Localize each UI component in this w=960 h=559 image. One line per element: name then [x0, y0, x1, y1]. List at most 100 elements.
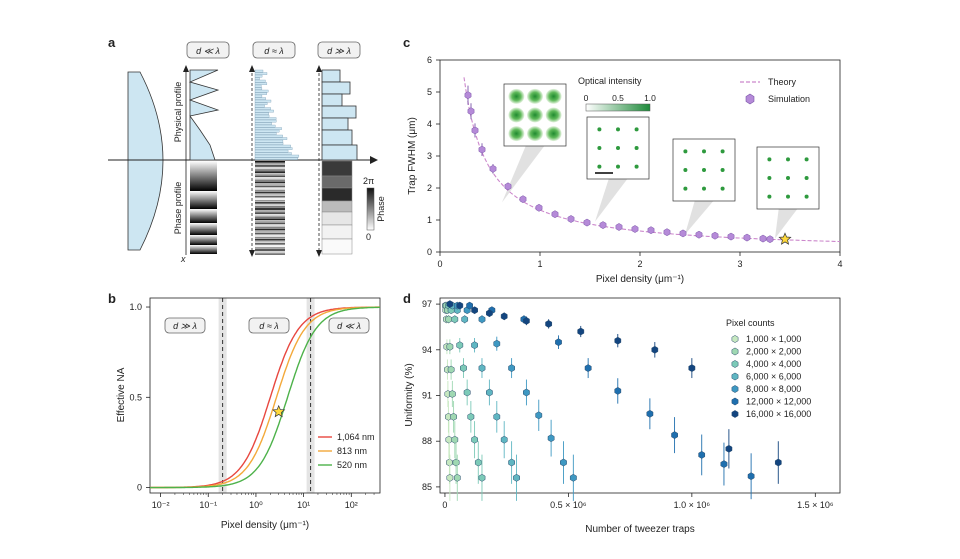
panel-d-point [513, 473, 520, 482]
panel-d-point [577, 327, 585, 336]
panel-d-point [461, 315, 469, 324]
panel-c-insets [502, 83, 820, 239]
panel-d-legend-label: 6,000 × 6,000 [746, 372, 801, 382]
panel-d-point [671, 431, 678, 439]
panel-c-inset-spot [597, 127, 602, 132]
panel-c-inset-spot [634, 146, 639, 150]
panel-d-point [535, 411, 543, 420]
panel-c-inset-spot [720, 149, 725, 154]
column-2-bar [254, 77, 260, 80]
panel-a: d ≪ λ d ≈ λ d ≫ λ Physical profile Phase… [108, 41, 386, 264]
panel-c-xtick-label: 1 [537, 259, 542, 269]
column-2-bar [254, 87, 263, 90]
panel-c-inset-spot [683, 186, 688, 191]
column-2-phase-band [255, 249, 285, 251]
panel-c-inset-spot [804, 157, 809, 162]
column-2-bar [254, 144, 291, 148]
panel-c-simulation-point [695, 230, 703, 239]
x-axis-arrow [370, 156, 378, 164]
panel-c-xtick-label: 2 [637, 259, 642, 269]
panel-b-regime-band [306, 298, 315, 493]
panel-c-simulation-point [759, 234, 767, 243]
panel-c-inset-spot [545, 107, 562, 123]
panel-d-point [523, 388, 530, 397]
panel-c-inset-spot [616, 164, 620, 169]
column-2-bar [254, 117, 277, 120]
column-2-phase-band [255, 245, 285, 247]
panel-label-a: a [108, 35, 116, 50]
regime-box-3: d ≫ λ [317, 41, 361, 59]
column-2-bar [254, 142, 284, 145]
phase-colorbar [366, 187, 375, 231]
panel-c-inset-spot [616, 127, 620, 132]
column-2-bar [254, 114, 270, 118]
column-2-bar [254, 127, 282, 130]
panel-c-ytick-label: 0 [427, 247, 432, 257]
panel-c-simulation-point [567, 215, 575, 223]
panel-c-inset-spot [527, 126, 543, 142]
panel-d-point [688, 364, 696, 372]
panel-c-ytick-label: 5 [427, 87, 432, 97]
panel-c-inset-spot [683, 149, 688, 154]
panel-d-point [493, 412, 501, 421]
panel-d-ytick-label: 88 [422, 436, 432, 446]
panel-d-legend-label: 16,000 × 16,000 [746, 409, 811, 419]
panel-d-point [614, 387, 622, 395]
column-2-arrow-top [249, 65, 255, 72]
column-3-arrow-top [316, 65, 322, 72]
panel-c-colorbar-tick-0: 0 [584, 93, 589, 103]
lens-shape [127, 71, 164, 251]
column-2-phase-band [255, 214, 285, 216]
panel-c-inset-spot [616, 146, 620, 150]
panel-c-colorbar-tick-1: 0.5 [612, 93, 624, 103]
column-2-bar [254, 72, 268, 75]
panel-d-point [466, 301, 473, 310]
panel-c-simulation-point [464, 91, 472, 100]
panel-c-simulation-point [583, 218, 591, 227]
panel-b-regime-2: d ≈ λ [248, 317, 290, 334]
panel-b-shading [218, 298, 315, 493]
column-2-bar [254, 119, 277, 123]
panel-d-legend-label: 1,000 × 1,000 [746, 334, 801, 344]
panel-b-regime-3: d ≪ λ [328, 317, 370, 334]
panel-c-inset-spot [702, 186, 706, 191]
panel-d-point [614, 336, 622, 345]
panel-c-simulation-point [478, 145, 486, 154]
panel-d-point [555, 338, 562, 347]
column-3-physical-profile [321, 69, 358, 161]
column-2-bar [254, 109, 274, 113]
column-2-bar [254, 129, 280, 133]
column-2-bar [254, 89, 269, 93]
column-2-bar [254, 99, 272, 103]
column-2-bar [254, 94, 263, 98]
panel-d-legend-label: 4,000 × 4,000 [746, 359, 801, 369]
column-2-phase-band [255, 193, 285, 196]
column-2-bar [254, 147, 293, 150]
column-2-bar [254, 107, 271, 110]
column-2-phase-band [255, 199, 285, 202]
panel-d-legend-swatch [731, 385, 739, 393]
column-2-bar [254, 92, 267, 95]
column-2-physical-profile [254, 69, 300, 160]
panel-d-point [452, 458, 460, 467]
column-2-arrow-bottom [249, 250, 255, 257]
panel-d: 0 0.5 × 10⁶ 1.0 × 10⁶ 1.5 × 10⁶ 85 88 91 94 97 P… [404, 297, 841, 535]
panel-c-simulation-point [489, 164, 497, 173]
column-2-phase-band [255, 181, 285, 184]
panel-d-point [651, 345, 659, 354]
panel-c-inset-spot [508, 126, 525, 142]
column-2-bar [254, 102, 268, 105]
column-2-phase-band [255, 251, 285, 253]
panel-d-point [486, 388, 493, 397]
panel-d-legend-swatch [731, 347, 739, 356]
panel-d-ytick-label: 85 [422, 482, 432, 492]
panel-b-xtick-label: 10¹ [297, 500, 310, 510]
panel-b-xtick-label: 10⁻¹ [199, 500, 217, 510]
panel-c-simulation-point [743, 233, 751, 242]
panel-c-inset-spot [786, 176, 790, 180]
panel-d-point [467, 412, 475, 421]
panel-d-ylabel: Uniformity (%) [404, 363, 415, 426]
column-2-phase-band [255, 195, 285, 198]
panel-c: 0 1 2 3 4 0 1 2 3 4 5 6 Optical intensity 0 0.5 1.0… [407, 55, 843, 285]
